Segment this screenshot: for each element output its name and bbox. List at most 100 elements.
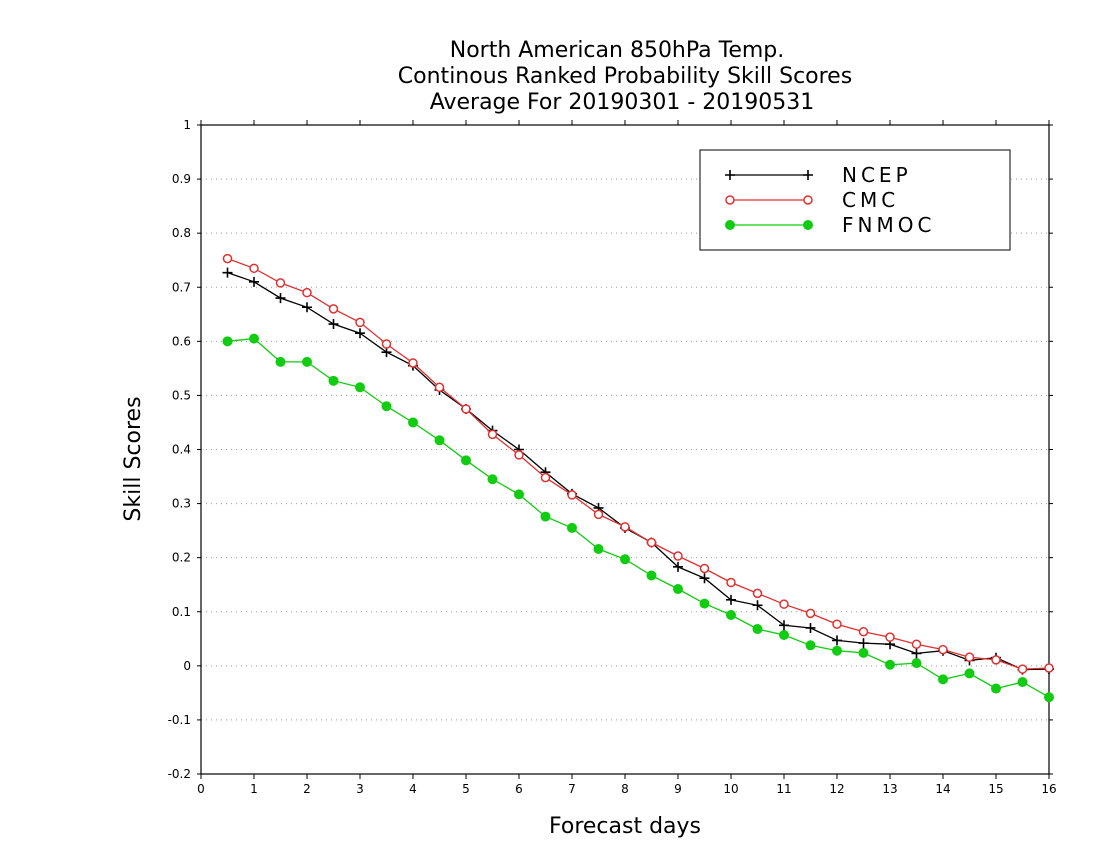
series-cmc-marker (964, 652, 975, 662)
series-fnmoc-marker (222, 336, 233, 347)
y-tick-label: 0.5 (172, 388, 191, 402)
series-fnmoc-marker (249, 333, 259, 344)
series-cmc-marker (832, 619, 842, 629)
y-tick-label: 0 (183, 659, 191, 673)
legend-ncep-label: NCEP (842, 163, 912, 187)
series-fnmoc-marker (302, 356, 312, 367)
series-fnmoc-line (227, 337, 1050, 698)
series-cmc-marker (487, 429, 498, 440)
series-ncep-marker (302, 302, 312, 313)
y-tick-label: -0.2 (168, 767, 191, 781)
series-fnmoc-marker (726, 609, 736, 620)
series-cmc-marker (1017, 664, 1028, 674)
x-tick-label: 3 (356, 782, 364, 796)
series-fnmoc-marker (540, 511, 551, 522)
x-tick-label: 9 (674, 782, 682, 796)
x-tick-label: 2 (303, 782, 311, 796)
series-fnmoc-marker (964, 668, 975, 679)
series-cmc-marker (381, 339, 392, 349)
legend-cmc-entry: CMC (725, 188, 899, 212)
series-ncep-marker (858, 638, 869, 649)
series-ncep-line (227, 271, 1050, 671)
series-cmc-marker (1044, 663, 1054, 673)
series-fnmoc-marker (593, 544, 604, 555)
series-cmc-marker (249, 263, 259, 274)
series-fnmoc-marker (646, 570, 657, 581)
series-fnmoc-marker (699, 598, 710, 609)
x-tick-label: 8 (621, 782, 629, 796)
series-fnmoc-marker (832, 645, 842, 656)
series-fnmoc-marker (752, 624, 763, 635)
y-tick-label: 0.7 (172, 280, 191, 294)
legend-cmc-label: CMC (842, 188, 899, 212)
series-fnmoc-marker (858, 647, 869, 658)
series-fnmoc-marker (275, 356, 286, 367)
series-cmc-marker (514, 450, 524, 460)
y-tick-label: 0.6 (172, 334, 191, 348)
series-cmc-marker (222, 253, 233, 264)
series-fnmoc-marker (1017, 677, 1028, 688)
y-axis-title: Skill Scores (121, 396, 146, 521)
series-cmc-marker (328, 304, 339, 314)
legend-ncep-start-marker (725, 170, 735, 180)
legend-fnmoc-label: FNMOC (842, 213, 935, 237)
series-ncep-marker (355, 328, 365, 339)
series-fnmoc-marker (567, 522, 577, 533)
x-tick-label: 15 (988, 782, 1003, 796)
x-tick-label: 11 (776, 782, 791, 796)
title-line-3: Average For 20190301 - 20190531 (430, 90, 815, 115)
series-fnmoc-marker (620, 554, 630, 565)
x-tick-label: 10 (723, 782, 738, 796)
series-ncep-marker (275, 293, 286, 304)
gridlines (201, 178, 1049, 721)
x-axis-title: Forecast days (549, 814, 701, 839)
series-fnmoc-marker (328, 375, 339, 386)
series-fnmoc-marker (408, 417, 418, 428)
series-ncep-marker (911, 648, 922, 659)
series-fnmoc-marker (673, 584, 683, 595)
x-tick-label: 12 (829, 782, 844, 796)
series-fnmoc-marker (355, 382, 365, 393)
series-fnmoc-marker (805, 640, 816, 651)
series-cmc-marker (302, 287, 312, 298)
series-cmc-marker (355, 317, 365, 328)
series-layer (222, 253, 1054, 703)
series-cmc (222, 253, 1054, 674)
y-tick-label: 0.2 (172, 551, 191, 565)
legend-cmc-start-marker (725, 195, 735, 205)
legend-ncep-end-marker (803, 170, 813, 180)
series-cmc-marker (620, 522, 630, 532)
series-ncep-marker (699, 573, 710, 584)
title-line-2: Continous Ranked Probability Skill Score… (398, 64, 852, 89)
x-tick-label: 5 (462, 782, 470, 796)
series-ncep-marker (752, 600, 763, 611)
y-tick-label: -0.1 (168, 713, 191, 727)
series-cmc-marker (911, 639, 922, 649)
series-fnmoc-marker (779, 630, 789, 641)
series-fnmoc-marker (991, 683, 1001, 694)
x-tick-label: 13 (882, 782, 897, 796)
series-cmc-marker (752, 588, 763, 599)
y-tick-label: 0.3 (172, 497, 191, 511)
series-ncep-marker (328, 319, 339, 330)
legend-ncep-entry: NCEP (725, 163, 912, 187)
series-fnmoc-marker (1044, 692, 1054, 703)
series-ncep-marker (381, 347, 392, 358)
x-tick-label: 4 (409, 782, 417, 796)
series-cmc-marker (408, 358, 418, 368)
legend-fnmoc-start-marker (725, 220, 735, 230)
series-fnmoc-marker (911, 658, 922, 669)
series-cmc-marker (646, 537, 657, 548)
series-fnmoc (222, 333, 1054, 703)
series-fnmoc-marker (885, 659, 895, 670)
series-fnmoc-marker (434, 435, 445, 446)
legend-fnmoc-end-marker (803, 220, 813, 230)
y-tick-label: 0.4 (172, 443, 191, 457)
y-tick-label: 0.8 (172, 226, 191, 240)
x-tick-label: 16 (1041, 782, 1056, 796)
title-line-1: North American 850hPa Temp. (450, 38, 785, 63)
series-fnmoc-marker (514, 489, 524, 500)
series-cmc-marker (726, 577, 736, 588)
series-fnmoc-marker (461, 455, 471, 466)
